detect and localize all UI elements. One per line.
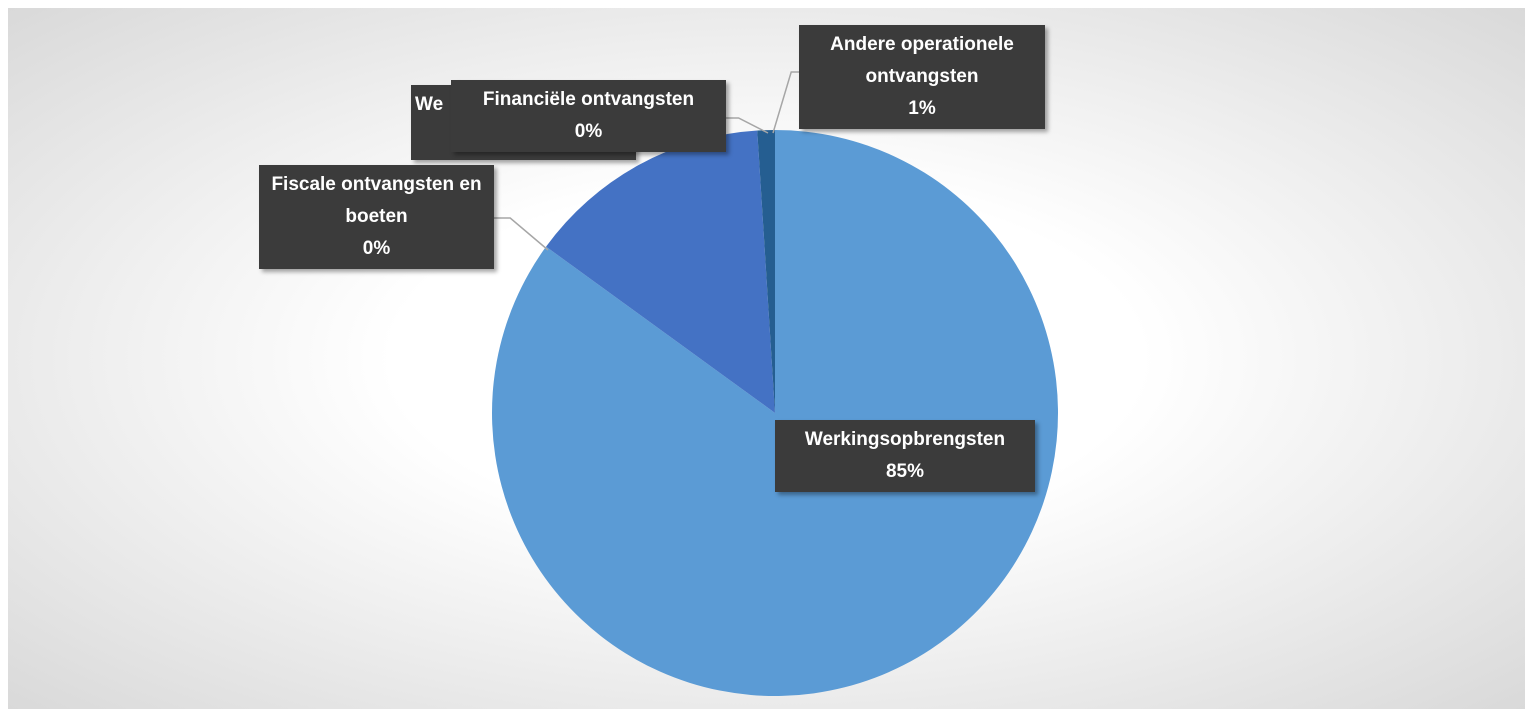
data-label: Andere operationele ontvangsten 1% [799,25,1045,129]
data-label: Fiscale ontvangsten en boeten 0% [259,165,494,269]
leader-line [494,217,549,251]
label-name: Financiële ontvangsten [482,89,695,110]
pie-slice [492,130,1059,696]
pie-slice [546,130,775,413]
label-name: Werkingsopbrengsten [804,429,1006,450]
label-name: Andere operationele ontvangsten [830,34,1014,87]
leader-line [726,117,769,134]
pie-slice [757,130,775,413]
leader-line [772,71,799,134]
label-value: 0% [574,121,603,142]
label-value: 0% [362,238,391,259]
label-name: Fiscale ontvangsten en boeten [271,174,482,227]
label-name: We [415,94,444,115]
pie-slice [546,246,775,413]
label-value: 1% [908,98,936,119]
label-value: 85% [885,461,925,482]
data-label: Werkingsopbrengsten 85% [775,420,1035,492]
data-label: Financiële ontvangsten 0% [451,80,726,152]
